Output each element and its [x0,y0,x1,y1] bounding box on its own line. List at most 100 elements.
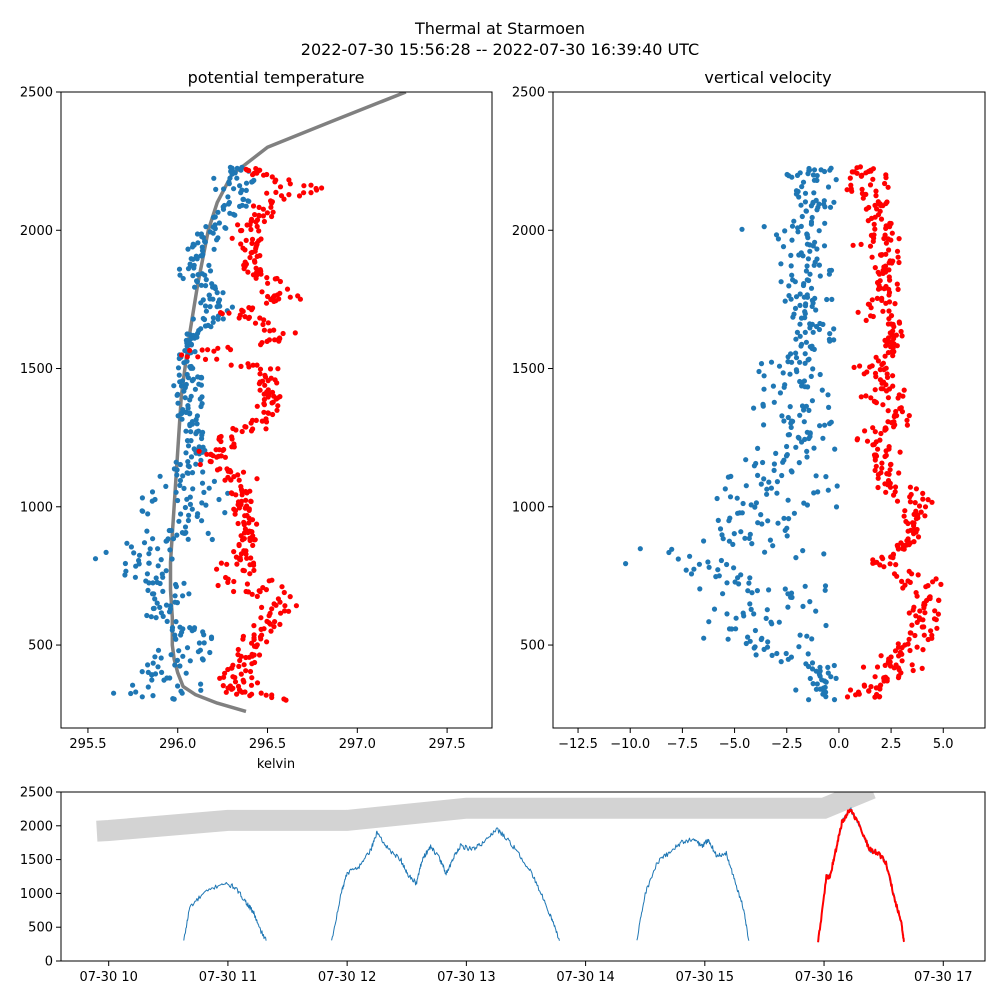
data-point [172,662,178,668]
data-point [881,264,887,270]
data-point [747,601,753,607]
data-point [260,206,266,212]
data-point [194,334,200,340]
data-point [256,228,262,234]
x-tick-label: 2.5 [881,737,902,752]
data-point [183,428,189,434]
y-tick-label: 1500 [20,853,53,868]
data-point [190,273,196,279]
data-point [743,483,749,489]
data-point [205,347,211,353]
data-point [182,348,188,354]
data-point [178,511,184,517]
data-point [805,651,811,657]
data-point [265,410,272,416]
data-point [248,428,255,434]
data-point [199,394,205,400]
data-point [764,644,771,650]
y-tick-label: 500 [28,639,53,654]
data-point [817,320,823,327]
data-point [907,579,913,586]
data-point [797,632,803,638]
data-point [884,374,891,380]
data-point [220,447,226,453]
data-point [191,626,197,633]
data-point [859,172,865,178]
data-point [190,486,196,492]
data-point [174,472,180,478]
data-point [187,494,193,500]
data-point [239,307,245,313]
data-point [175,365,182,371]
data-point [780,459,786,465]
data-point [293,603,299,609]
data-point [802,384,808,390]
data-point [185,517,191,524]
data-point [277,335,283,341]
data-point [809,666,816,672]
data-point [822,220,828,226]
data-point [153,615,159,621]
data-point [264,190,270,196]
data-point [821,198,827,204]
data-point [895,641,901,647]
data-point [189,506,195,512]
data-point [872,429,878,435]
data-point [806,407,812,413]
data-point [892,301,898,307]
data-point [863,206,870,212]
data-point [811,177,818,183]
data-point [184,470,190,476]
data-point [880,308,886,314]
data-point [888,220,894,227]
data-point [275,403,281,409]
data-point [173,636,179,642]
data-point [873,193,879,199]
data-point [731,565,737,571]
data-point [173,619,179,625]
data-point [808,219,815,225]
data-point [233,427,239,433]
data-point [872,265,878,271]
data-point [811,167,818,173]
data-point [797,333,803,339]
data-point [276,296,282,302]
data-point [92,556,99,562]
data-point [910,520,916,526]
data-point [244,222,250,228]
data-point [231,588,237,595]
data-point [269,606,275,612]
data-point [273,177,279,183]
data-point [868,684,874,690]
data-point [164,675,170,681]
data-point [249,661,255,667]
data-point [241,530,248,536]
data-point [922,513,928,519]
data-point [278,193,285,199]
series-line [636,837,750,941]
data-point [196,448,202,454]
data-point [301,190,307,196]
data-point [280,330,286,337]
data-point [199,248,206,254]
data-point [214,566,220,572]
data-point [788,654,795,660]
data-point [938,581,944,588]
data-point [894,498,901,504]
data-point [177,379,183,385]
data-point [886,267,892,273]
data-point [896,259,902,266]
data-point [229,444,235,450]
data-point [249,236,256,242]
axes-frame [60,91,493,729]
data-point [236,315,242,321]
data-point [785,414,791,421]
data-point [211,478,217,484]
chart-altitude-timeline: 07-30 10 07-30 11 07-30 12 07-30 13 07-30 14… [20,786,986,985]
data-point [882,425,888,431]
data-point [892,648,899,654]
data-point [147,546,153,552]
data-point [904,417,910,423]
data-point [253,166,259,172]
data-point [814,246,820,252]
